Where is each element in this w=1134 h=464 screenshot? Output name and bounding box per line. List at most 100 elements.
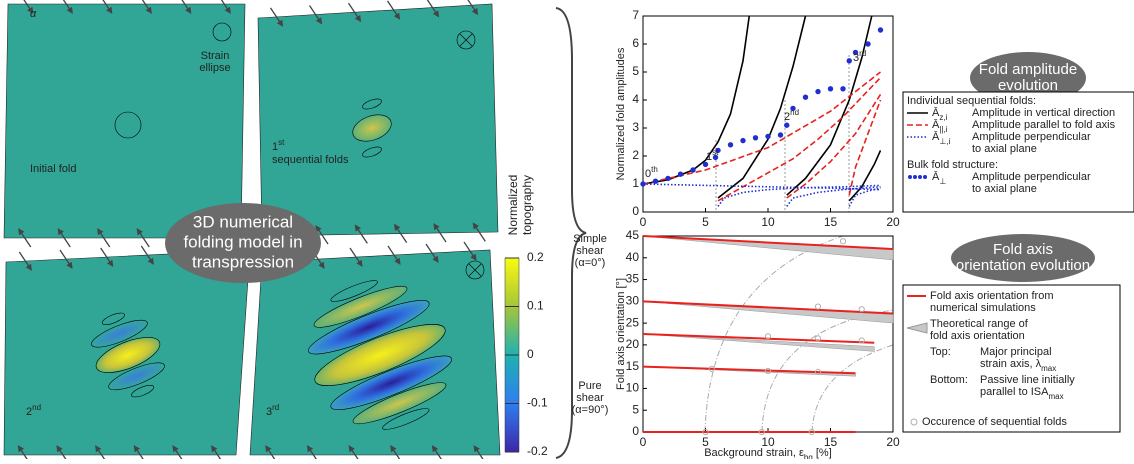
legend-swatch: [913, 175, 917, 179]
panel-label: 1st: [272, 138, 285, 153]
arrow: [62, 0, 73, 14]
occurrence-point: [808, 428, 815, 436]
arrow: [386, 0, 401, 20]
annotation: 1st: [706, 148, 719, 163]
x-tick-label: 15: [824, 215, 838, 229]
legend-box: [902, 91, 1134, 213]
y-tick-label: 5: [632, 402, 639, 416]
x-tick-label: 5: [702, 435, 709, 449]
panel-label-part: rd: [272, 403, 279, 412]
map-panels: [3, 3, 501, 456]
plot-frame: [642, 15, 894, 213]
y-tick-label: 25: [626, 315, 640, 329]
panel-label: Initial fold: [30, 163, 76, 175]
legend-label-line: Amplitude parallel to fold axis: [972, 119, 1116, 131]
bulk-point: [712, 154, 719, 161]
brace: [555, 7, 587, 459]
bulk-point: [640, 181, 646, 187]
annotation-part: 3: [853, 52, 859, 64]
panel-label-part: nd: [32, 403, 41, 412]
annotation-part: 0: [645, 168, 651, 180]
sequence-arcs: [704, 235, 894, 433]
arrow: [426, 0, 440, 18]
annotation: 2nd: [784, 108, 799, 123]
series-line: [642, 235, 894, 433]
bulk-point: [690, 167, 696, 173]
arrow: [57, 228, 71, 248]
legend-label-line: numerical simulations: [930, 302, 1036, 314]
x-tick-label: 10: [761, 435, 775, 449]
panel-label-part: 2: [26, 406, 32, 418]
legend-label: Amplitude in vertical direction: [972, 107, 1115, 119]
arrow: [472, 222, 486, 242]
note-sub: max: [1041, 364, 1056, 373]
legend-symbol-part: Ā: [932, 119, 940, 131]
legend-swatch: [923, 175, 927, 179]
bubble-label: Fold axis: [993, 241, 1053, 258]
legend-swatch: [910, 418, 918, 426]
note-text: Major principal: [980, 346, 1052, 358]
legend-symbol: Ā⊥,i: [932, 131, 951, 146]
arrow: [140, 245, 154, 265]
legend-label: Fold axis orientation from numerical simu…: [930, 290, 1054, 314]
legend-label-line: to axial plane: [972, 183, 1037, 195]
panel-label: sequential folds: [272, 154, 349, 166]
arrow: [18, 228, 32, 248]
panel-label: 2nd: [26, 403, 41, 418]
bulk-point: [827, 86, 834, 92]
legend-swatch: [906, 322, 928, 334]
bulk-point: [790, 105, 796, 112]
note-text-part: Passive line initially: [980, 374, 1075, 386]
arrow: [387, 245, 401, 265]
annotation: 0th: [645, 165, 658, 180]
note-label: Top:: [930, 346, 951, 358]
colorbar-tick-label: -0.1: [527, 396, 548, 410]
panel-label-part: 3: [266, 406, 272, 418]
colorbar-label: Normalized: [506, 175, 520, 236]
annotation: shear: [576, 392, 604, 404]
arrow: [102, 0, 113, 14]
legend-label-line: Amplitude in vertical direction: [972, 107, 1115, 119]
legend-swatch: [908, 175, 912, 179]
y-tick-label: 45: [626, 228, 640, 242]
bulk-point: [840, 86, 846, 92]
x-tick-label: 20: [886, 215, 900, 229]
annotation: shear: [576, 245, 604, 257]
bulk-point: [815, 88, 821, 95]
x-tick-label: 15: [824, 435, 838, 449]
bulk-point: [784, 122, 790, 128]
arrow: [59, 249, 73, 269]
occurrence-point: [858, 306, 865, 313]
legend-swatch: [918, 175, 922, 179]
legend-label: Amplitude parallel to fold axis: [972, 119, 1116, 131]
legend-label-line: to axial plane: [972, 143, 1037, 155]
arrow: [394, 223, 408, 244]
legend-label: Theoretical range of fold axis orientatio…: [930, 318, 1029, 342]
bulk-point: [846, 58, 852, 64]
legend-symbol-part: Ā: [932, 171, 940, 183]
y-tick-label: 5: [632, 64, 639, 78]
arrow: [425, 243, 439, 263]
y-tick-label: 0: [632, 424, 639, 438]
strain-ellipse-label: ellipse: [199, 62, 230, 74]
arrow: [308, 5, 323, 25]
legend-symbol: Ā||,i: [932, 119, 948, 134]
bulk-point: [877, 27, 884, 33]
bubble: [951, 234, 1095, 282]
occurrence-point: [764, 333, 772, 340]
bubble: [970, 52, 1086, 104]
legend-symbol-part: ||,i: [939, 125, 947, 134]
note-text: Passive line initially: [980, 374, 1075, 386]
y-tick-label: 35: [626, 272, 640, 286]
panel-label-part: st: [278, 138, 285, 147]
legend-label-line: Amplitude perpendicular: [972, 171, 1091, 183]
panel-label: 3rd: [266, 403, 279, 418]
strain-ellipse-label: Strain: [201, 50, 230, 62]
center-bubble: [165, 203, 321, 283]
annotation: (α=90°): [572, 404, 609, 416]
bulk-point: [727, 142, 734, 148]
bulk-point: [665, 175, 671, 182]
x-tick-label: 20: [886, 435, 900, 449]
y-tick-label: 30: [626, 294, 640, 308]
annotation-part: st: [712, 148, 719, 157]
